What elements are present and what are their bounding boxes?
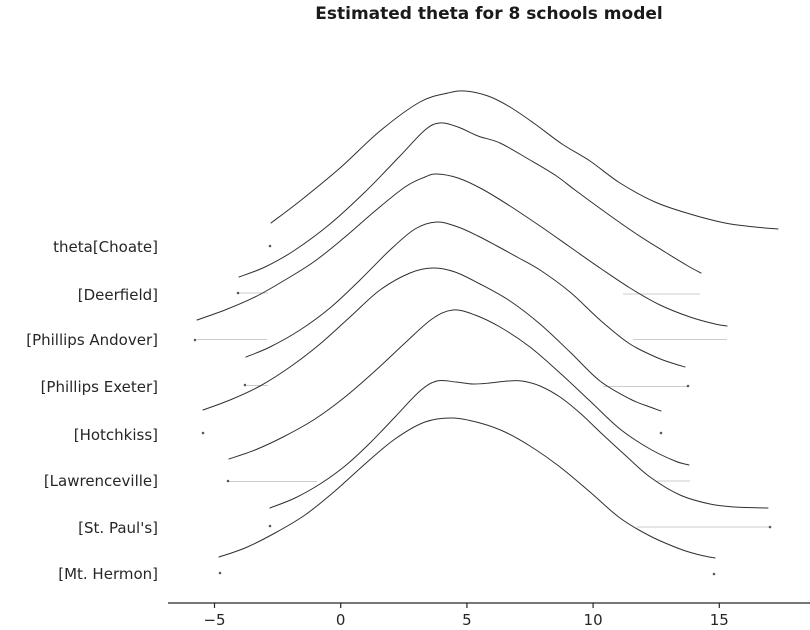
row-label-1: [Deerfield] [78, 286, 158, 304]
density-end-dot-5 [226, 479, 230, 483]
density-end-dot-7 [218, 571, 222, 575]
density-end-dot-3 [243, 383, 247, 387]
x-tick-label-3: 10 [584, 611, 603, 629]
density-curve-4 [202, 267, 662, 412]
tail-segments-layer [197, 292, 770, 528]
density-curve-2 [196, 173, 728, 327]
density-curve-1 [238, 122, 702, 278]
density-curve-5 [228, 309, 690, 466]
density-curves-layer [196, 90, 779, 559]
row-label-3: [Phillips Exeter] [41, 378, 158, 396]
row-label-7: [Mt. Hermon] [58, 565, 158, 583]
density-end-dot-6 [268, 524, 272, 528]
density-end-dot-4 [659, 431, 663, 435]
x-tick-label-4: 15 [710, 611, 729, 629]
row-label-6: [St. Paul's] [78, 519, 158, 537]
density-curve-3 [245, 221, 686, 368]
row-label-4: [Hotchkiss] [74, 426, 158, 444]
end-dots-layer [193, 244, 772, 576]
x-axis-layer: −5 0 5 10 15 [168, 602, 810, 629]
row-label-5: [Lawrenceville] [44, 472, 158, 490]
density-end-dot-4 [201, 431, 205, 435]
x-tick-label-1: 0 [336, 611, 346, 629]
row-label-2: [Phillips Andover] [26, 331, 158, 349]
density-end-dot-7 [712, 572, 716, 576]
chart-title: Estimated theta for 8 schools model [315, 4, 662, 24]
density-end-dot-0 [268, 244, 272, 248]
density-end-dot-6 [768, 525, 772, 529]
row-labels-layer: theta[Choate] [Deerfield] [Phillips Andove… [26, 238, 158, 583]
x-tick-label-2: 5 [462, 611, 472, 629]
x-tick-label-0: −5 [203, 611, 225, 629]
density-end-dot-1 [236, 291, 240, 295]
row-label-0: theta[Choate] [53, 238, 158, 256]
density-end-dot-2 [193, 338, 197, 342]
density-curve-0 [270, 90, 779, 230]
density-curve-7 [218, 417, 716, 559]
density-curve-6 [269, 379, 769, 509]
density-end-dot-3 [686, 384, 690, 388]
